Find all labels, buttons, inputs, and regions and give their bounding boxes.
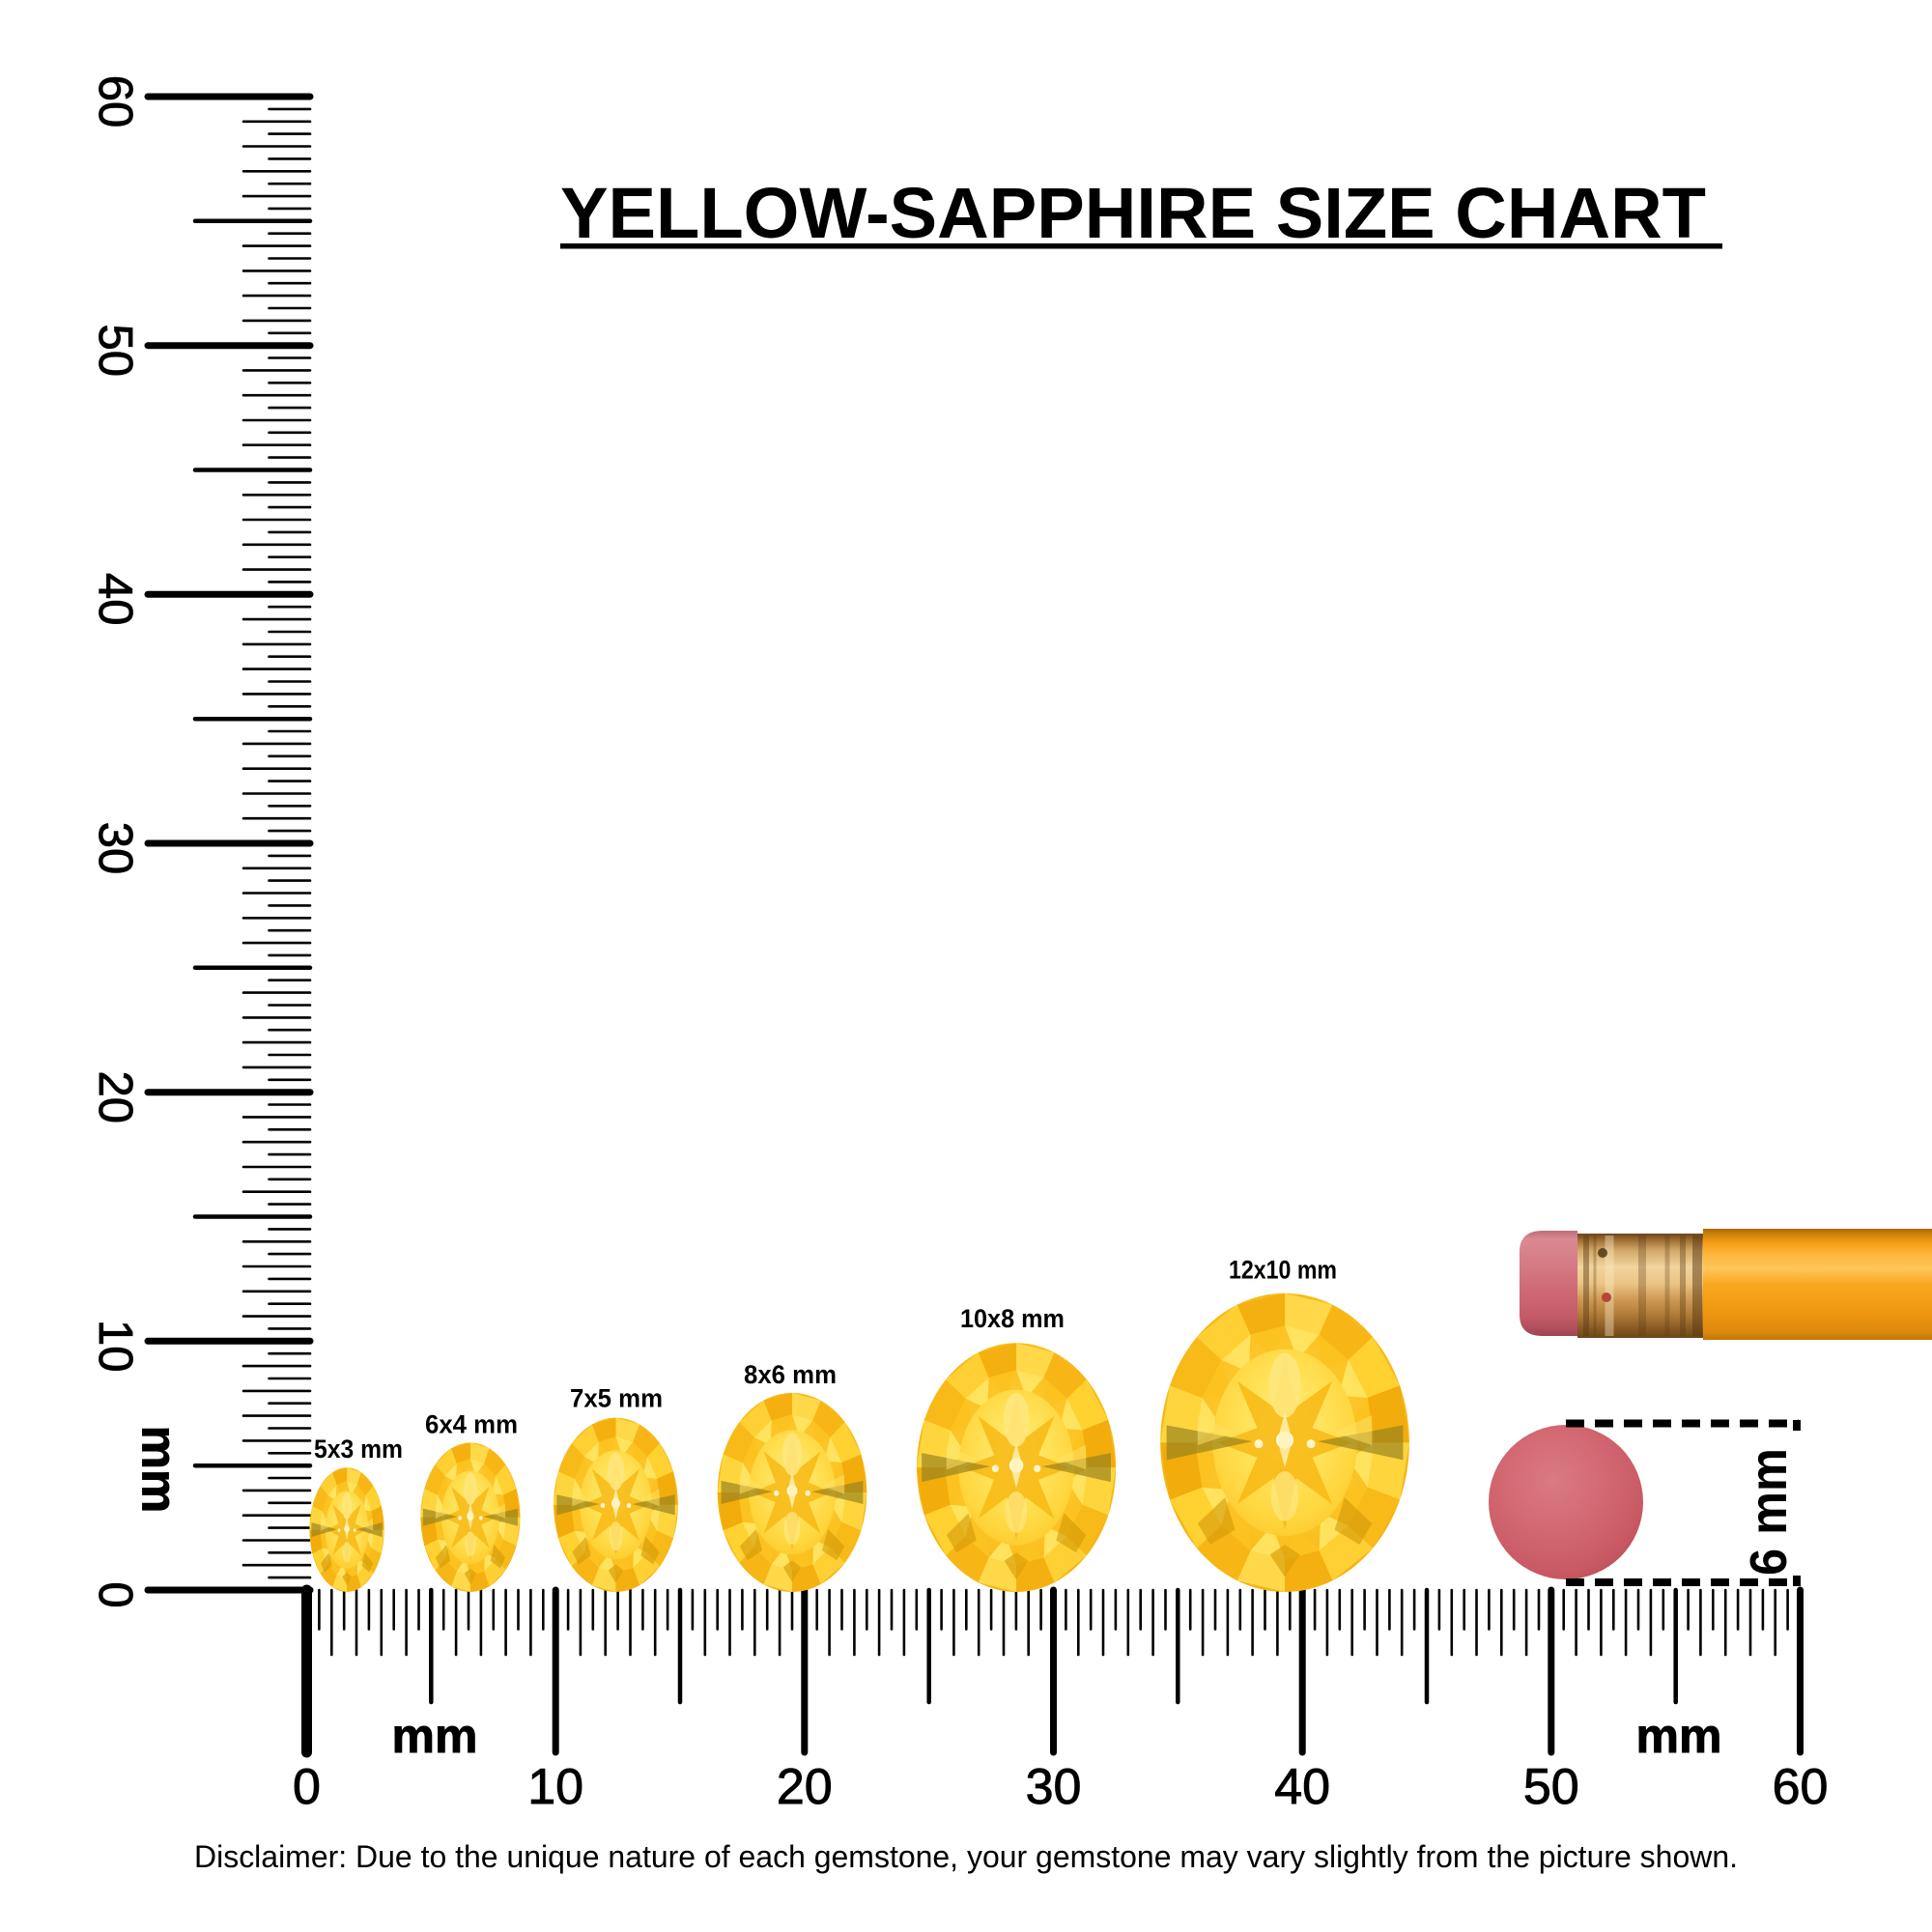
svg-text:mm: mm [132,1426,187,1514]
svg-text:6 mm: 6 mm [1740,1448,1798,1576]
svg-text:30: 30 [1026,1759,1082,1815]
svg-text:0: 0 [293,1759,321,1815]
svg-text:60: 60 [89,75,141,128]
svg-text:0: 0 [89,1581,141,1607]
svg-text:6x4 mm: 6x4 mm [425,1410,518,1439]
svg-text:mm: mm [1636,1709,1722,1763]
svg-text:Disclaimer: Due to the unique: Disclaimer: Due to the unique nature of … [194,1839,1738,1874]
svg-text:10: 10 [89,1320,141,1373]
svg-text:30: 30 [89,822,141,875]
svg-text:5x3 mm: 5x3 mm [314,1435,403,1463]
svg-text:20: 20 [777,1759,833,1815]
svg-text:60: 60 [1773,1759,1829,1815]
svg-text:50: 50 [1523,1759,1579,1815]
svg-text:40: 40 [1274,1759,1330,1815]
svg-text:50: 50 [89,324,141,377]
svg-text:20: 20 [89,1070,141,1123]
svg-text:40: 40 [89,573,141,626]
svg-text:10x8 mm: 10x8 mm [960,1304,1065,1333]
svg-text:7x5 mm: 7x5 mm [570,1384,663,1413]
svg-text:YELLOW-SAPPHIRE SIZE CHART: YELLOW-SAPPHIRE SIZE CHART [560,173,1706,253]
svg-text:8x6 mm: 8x6 mm [744,1360,837,1389]
svg-text:10: 10 [527,1759,583,1815]
svg-text:mm: mm [392,1709,478,1763]
svg-text:12x10 mm: 12x10 mm [1229,1256,1337,1285]
